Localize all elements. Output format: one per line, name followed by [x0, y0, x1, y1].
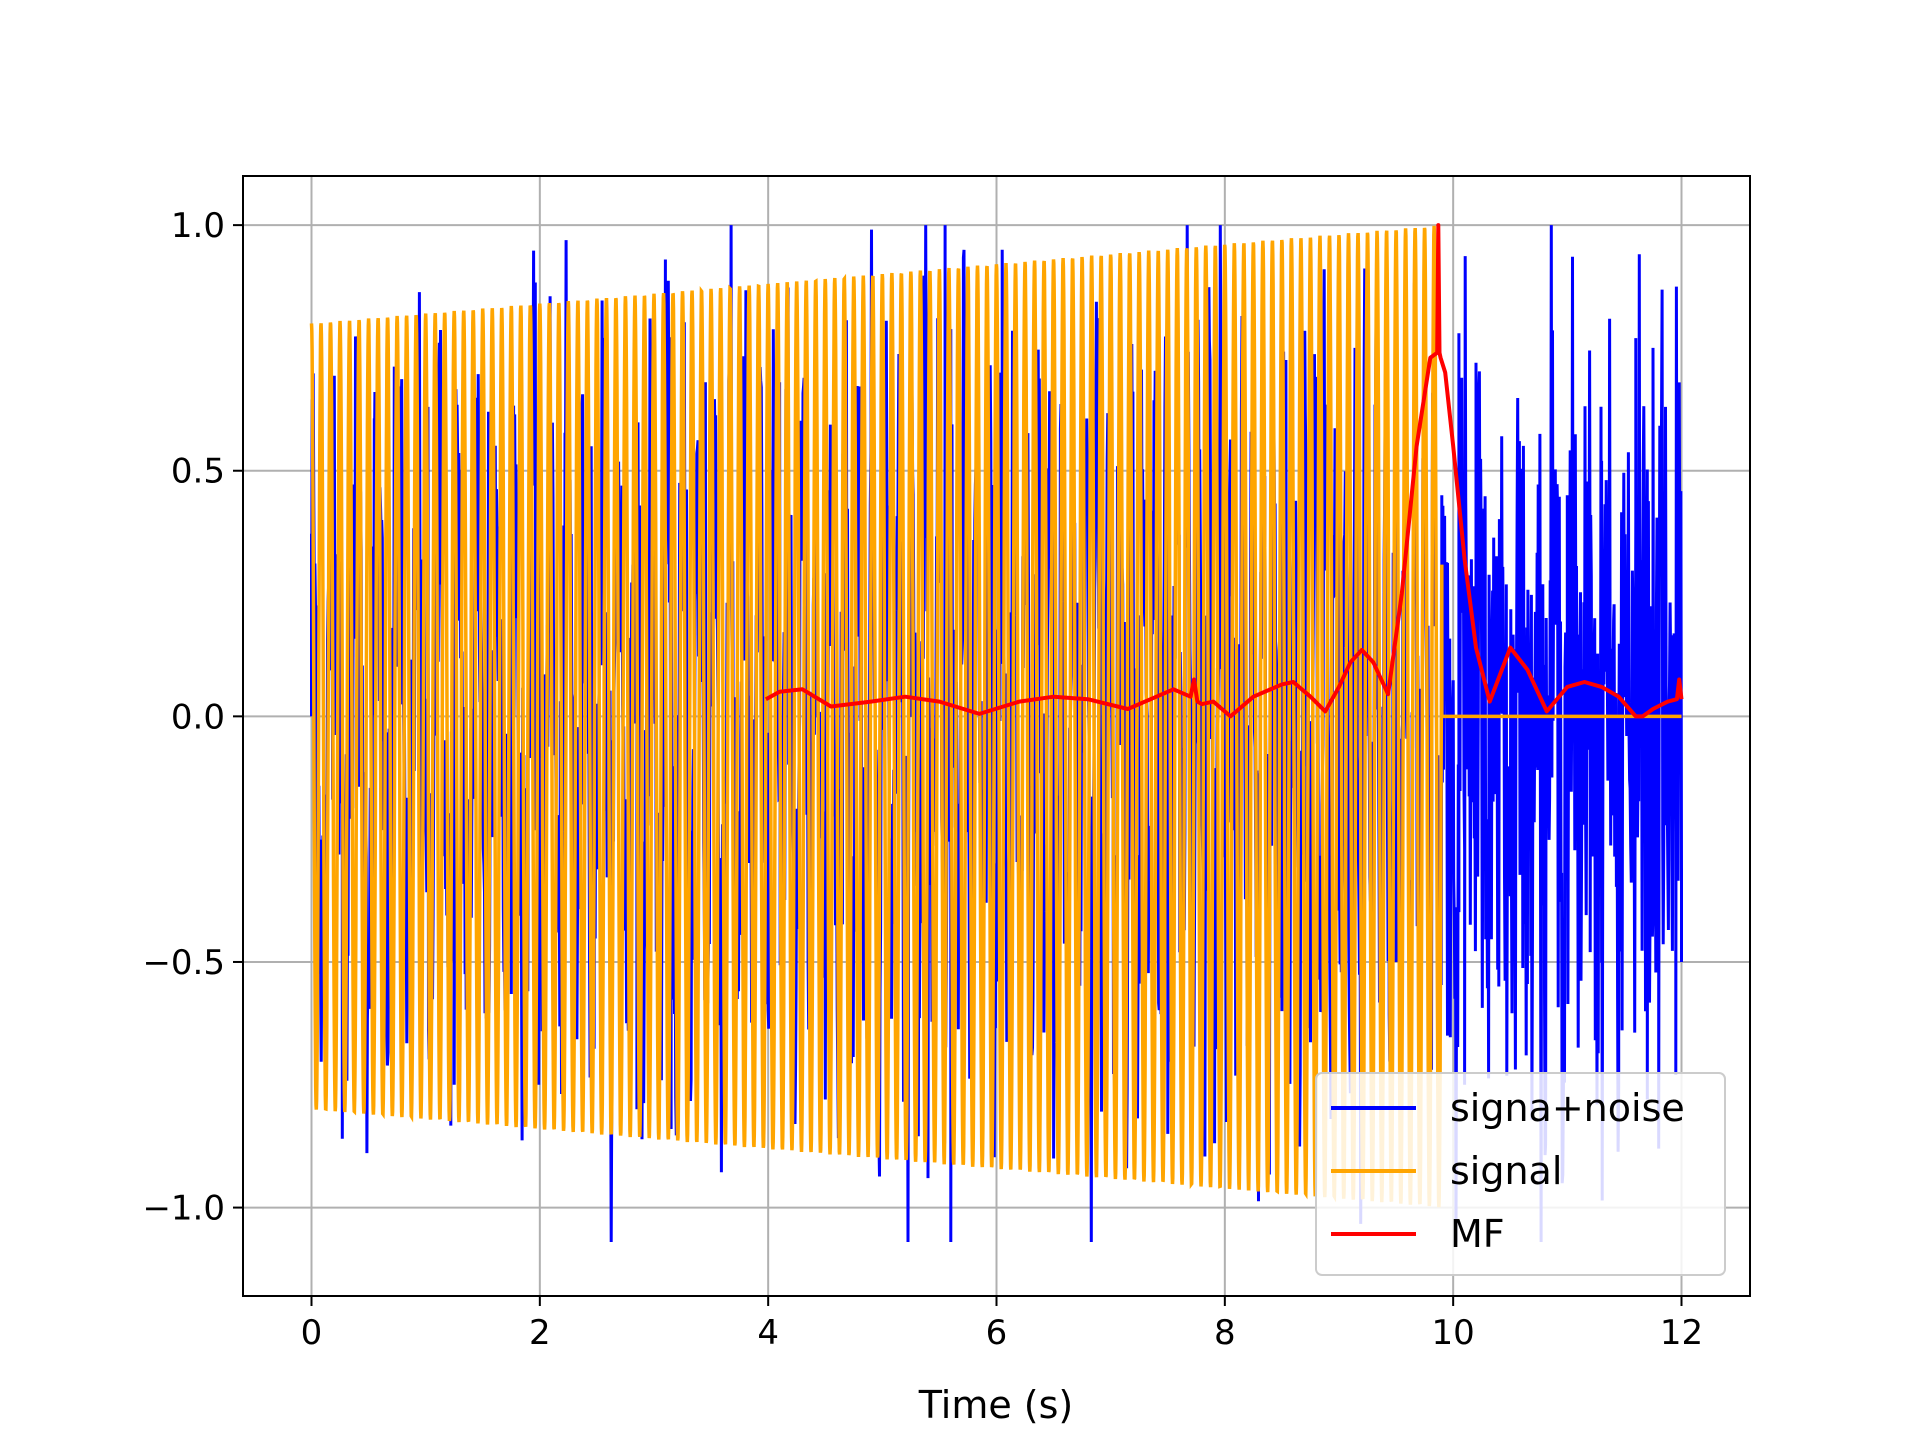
y-tick-label: 1.0	[171, 206, 225, 246]
x-tick-label: 0	[301, 1313, 323, 1353]
y-tick-label: −1.0	[142, 1189, 225, 1229]
y-tick-label: 0.0	[171, 697, 225, 737]
x-tick-label: 8	[1214, 1313, 1236, 1353]
legend-label-mf: MF	[1450, 1212, 1505, 1256]
x-tick-label: 6	[986, 1313, 1008, 1353]
axis-ticks: 0 2 4 6 8 10 12 −1.0 −0.5 0.0 0.5 1.0	[142, 206, 1703, 1353]
plot-area	[309, 223, 1684, 1243]
series-signal-line	[309, 225, 1682, 1208]
x-tick-label: 4	[757, 1313, 779, 1353]
y-tick-label: 0.5	[171, 452, 225, 492]
x-tick-label: 10	[1432, 1313, 1475, 1353]
x-tick-label: 12	[1660, 1313, 1703, 1353]
legend: signa+noise signal MF	[1315, 1072, 1726, 1276]
x-axis-title: Time (s)	[918, 1383, 1074, 1427]
legend-box	[1315, 1072, 1726, 1276]
legend-label-signal: signal	[1450, 1149, 1562, 1193]
legend-label-signa-noise: signa+noise	[1450, 1086, 1685, 1130]
x-tick-label: 2	[529, 1313, 551, 1353]
series-mf-line	[764, 223, 1684, 719]
y-tick-label: −0.5	[142, 943, 225, 983]
